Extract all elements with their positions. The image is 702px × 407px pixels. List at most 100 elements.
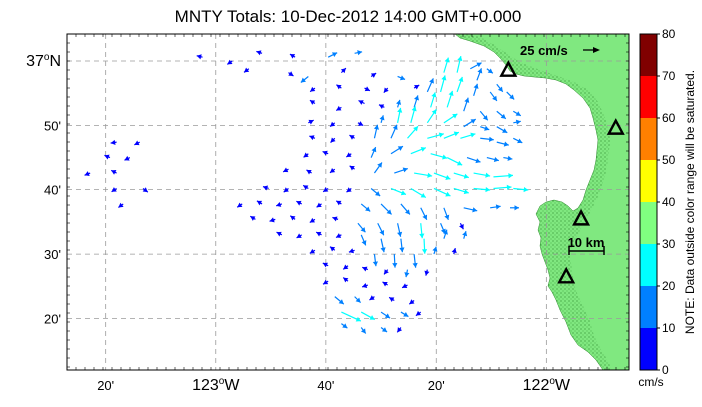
current-vector	[383, 269, 389, 275]
current-vector	[430, 92, 437, 108]
current-vector	[408, 299, 415, 305]
current-vector	[269, 217, 276, 223]
reference-vector-label: 25 cm/s	[520, 43, 568, 58]
current-vector	[496, 126, 508, 134]
radar-site-marker	[499, 60, 518, 77]
current-vector	[308, 119, 314, 125]
current-vector	[480, 136, 494, 142]
current-vector	[397, 223, 403, 237]
current-vector	[283, 187, 289, 193]
current-vector	[426, 78, 434, 93]
current-vector	[111, 187, 117, 193]
colorbar-tick-label: 30	[662, 237, 676, 251]
current-vector	[496, 141, 509, 147]
current-vector	[370, 146, 377, 158]
current-vector	[407, 125, 419, 139]
current-vector	[496, 110, 507, 120]
current-vector	[380, 311, 391, 319]
lon-tick-label: 123oW	[192, 376, 240, 394]
current-vector	[410, 106, 417, 123]
current-vector	[296, 233, 303, 239]
current-vector	[243, 67, 250, 73]
current-vector	[262, 185, 269, 191]
current-vector	[322, 150, 329, 156]
current-vector	[443, 207, 450, 221]
current-vector	[433, 172, 451, 180]
colorbar: 0 10 20 30 40 50 60 70 80	[639, 27, 676, 377]
current-vector	[473, 83, 479, 96]
plot-border	[66, 33, 630, 371]
current-vector	[345, 152, 352, 158]
current-vector	[396, 327, 403, 333]
current-vector	[463, 97, 470, 112]
current-vector	[433, 187, 451, 197]
current-vector	[420, 207, 428, 221]
current-vector	[104, 154, 111, 160]
current-vector	[329, 167, 336, 174]
lon-tick-label: 122oW	[523, 376, 571, 394]
current-vector	[400, 311, 409, 318]
colorbar-tick-label: 40	[662, 195, 676, 209]
current-vector	[346, 187, 352, 193]
current-vector	[493, 173, 514, 179]
current-vector	[446, 90, 454, 108]
current-vector	[329, 246, 336, 252]
current-vector	[380, 203, 392, 215]
current-vector	[276, 201, 283, 207]
land-interior	[470, 34, 629, 370]
current-vector	[453, 187, 469, 195]
current-vector	[358, 99, 365, 105]
current-vector	[369, 295, 375, 301]
map-title: MNTY Totals: 10-Dec-2012 14:00 GMT+0.000	[175, 7, 522, 26]
current-vector	[236, 202, 243, 208]
current-vector	[379, 115, 385, 123]
current-vector	[124, 155, 131, 161]
current-vector	[397, 75, 406, 81]
current-vector	[256, 50, 263, 56]
current-vector	[413, 84, 420, 90]
lat-tick-label: 30'	[44, 247, 61, 262]
current-vector	[309, 99, 316, 105]
current-vector	[118, 202, 124, 209]
colorbar-segment	[640, 160, 657, 202]
colorbar-segment	[640, 328, 657, 370]
current-vector	[513, 137, 523, 144]
current-vector	[414, 172, 433, 178]
current-vector	[296, 200, 302, 206]
current-vector	[480, 125, 490, 131]
colorbar-tick-label: 70	[662, 69, 676, 83]
current-vector	[357, 222, 366, 233]
axis-ticks: 20' 123oW 40' 20' 122oW 37oN 50' 40' 30' 20'	[26, 33, 629, 394]
current-vector	[348, 248, 355, 254]
current-vector	[453, 172, 469, 179]
colorbar-segment	[640, 118, 657, 160]
current-vector	[451, 247, 457, 255]
current-vector	[427, 132, 444, 139]
current-vector	[390, 145, 404, 155]
current-vector	[309, 217, 316, 223]
radar-site-marker	[606, 118, 625, 135]
radar-site-marker	[572, 208, 591, 226]
current-vector	[84, 171, 91, 177]
current-vector	[401, 283, 408, 289]
scale-bar: 10 km	[568, 235, 605, 255]
current-vector	[496, 83, 504, 93]
current-vector	[473, 172, 491, 178]
current-vector	[382, 281, 388, 287]
lat-tick-label: 50'	[44, 119, 61, 134]
radar-sites	[499, 60, 625, 284]
current-vector	[316, 202, 322, 208]
current-vector	[341, 323, 348, 329]
current-vector	[419, 223, 425, 239]
radar-site-marker	[557, 266, 576, 284]
current-vector	[315, 231, 322, 237]
current-vector	[276, 231, 283, 237]
current-vector	[509, 205, 519, 211]
current-vector	[360, 311, 376, 321]
current-vector	[372, 254, 378, 267]
plot-frame	[67, 34, 629, 370]
current-vector	[424, 269, 430, 276]
current-vector	[486, 156, 499, 163]
current-vector	[456, 55, 463, 73]
